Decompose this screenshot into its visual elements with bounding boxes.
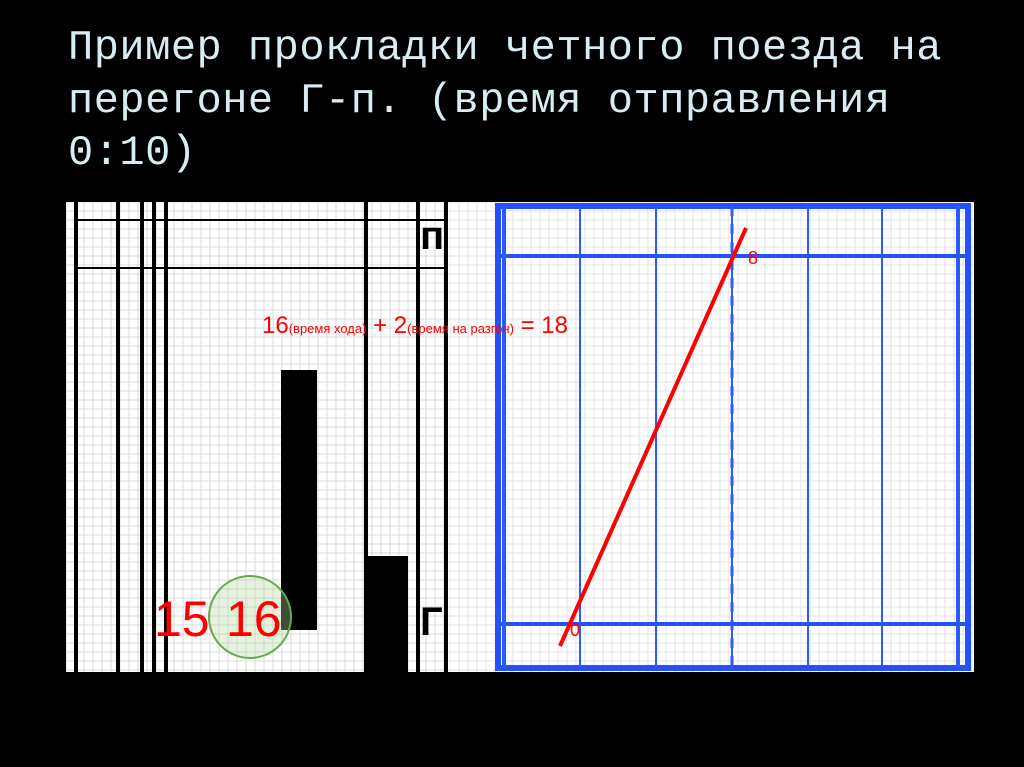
formula-a: 16 bbox=[262, 312, 289, 339]
formula-b-sub: (время на разгон) bbox=[407, 321, 514, 336]
formula-b: 2 bbox=[394, 312, 407, 339]
time-formula: 16(время хода) + 2(время на разгон) = 18 bbox=[262, 312, 568, 340]
slide-title: Пример прокладки четного поезда на перег… bbox=[68, 22, 984, 180]
formula-plus: + bbox=[366, 312, 393, 339]
schedule-graph-svg bbox=[450, 202, 974, 672]
station-label-top: п bbox=[420, 214, 444, 259]
slide: Пример прокладки четного поезда на перег… bbox=[0, 0, 1024, 767]
number-16: 16 bbox=[226, 590, 282, 648]
left-table-panel: 15 16 bbox=[66, 202, 450, 672]
formula-eq: = bbox=[514, 312, 541, 339]
arrival-minute-8: 8 bbox=[748, 248, 758, 269]
formula-a-sub: (время хода) bbox=[289, 321, 367, 336]
schedule-graph-panel: п Г 16(время хода) + 2(время на разгон) … bbox=[450, 202, 974, 672]
depart-minute-0: 0 bbox=[570, 620, 580, 641]
formula-res: 18 bbox=[541, 312, 568, 339]
station-label-bottom: Г bbox=[420, 600, 443, 645]
number-15: 15 bbox=[154, 590, 210, 648]
